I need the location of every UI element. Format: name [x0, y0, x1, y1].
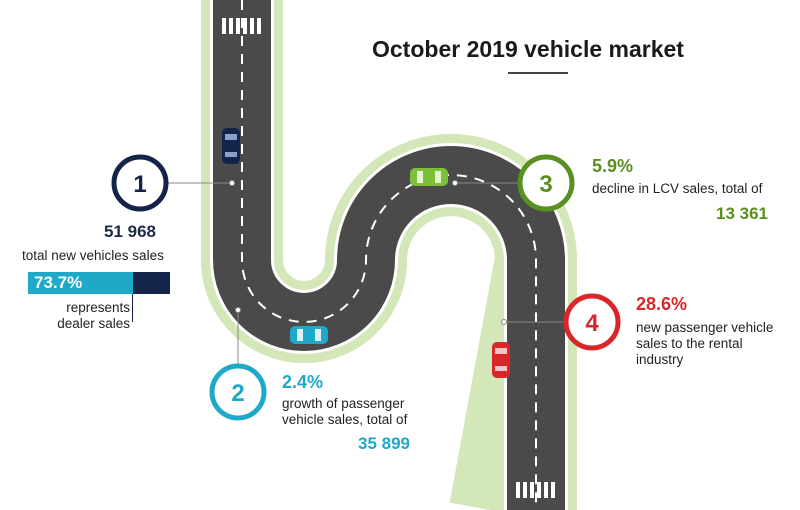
circle-2: 2 — [209, 363, 267, 421]
circle-3-number: 3 — [539, 171, 552, 198]
circle-3: 3 — [517, 154, 575, 212]
circle-1: 1 — [111, 154, 169, 212]
connector-1 — [168, 180, 235, 186]
stat-2-description-line2: vehicle sales, total of — [282, 412, 408, 427]
stat-2-percent: 2.4% — [282, 372, 324, 392]
car-red-icon — [492, 342, 510, 378]
stat-4-percent: 28.6% — [636, 294, 688, 314]
circle-1-number: 1 — [133, 171, 146, 198]
title-underline — [508, 72, 568, 74]
stat-4-description-line3: industry — [636, 352, 684, 367]
crosswalk-bottom-icon — [516, 482, 555, 498]
crosswalk-icon — [222, 18, 261, 34]
stat-3-total: 13 361 — [716, 204, 768, 223]
stat-4-description-line2: sales to the rental — [636, 336, 743, 351]
car-green-icon — [410, 168, 448, 186]
dealer-bar-tick — [132, 294, 133, 322]
dealer-bar-remainder — [133, 272, 170, 294]
car-navy-icon — [222, 128, 240, 164]
connector-2 — [235, 307, 241, 370]
stat-3-percent: 5.9% — [592, 156, 634, 176]
circle-4: 4 — [563, 293, 621, 351]
stat-4-description-line1: new passenger vehicle — [636, 320, 774, 335]
dealer-bar-fill — [28, 272, 133, 294]
dealer-label-line2: dealer sales — [57, 316, 130, 331]
stat-2-total: 35 899 — [358, 434, 410, 453]
road-asphalt — [213, 0, 565, 510]
circle-2-number: 2 — [231, 380, 244, 407]
stat-1-description: total new vehicles sales — [22, 248, 164, 263]
page-title: October 2019 vehicle market — [372, 36, 684, 62]
car-cyan-icon — [290, 326, 328, 344]
dealer-label-line1: represents — [66, 300, 130, 315]
connector-4 — [501, 319, 564, 325]
stat-2-description-line1: growth of passenger — [282, 396, 405, 411]
circle-4-number: 4 — [585, 310, 599, 337]
stat-1-value: 51 968 — [104, 222, 156, 241]
stat-3-description: decline in LCV sales, total of — [592, 181, 763, 196]
connector-3 — [452, 180, 518, 186]
dealer-bar-percent: 73.7% — [34, 273, 83, 292]
